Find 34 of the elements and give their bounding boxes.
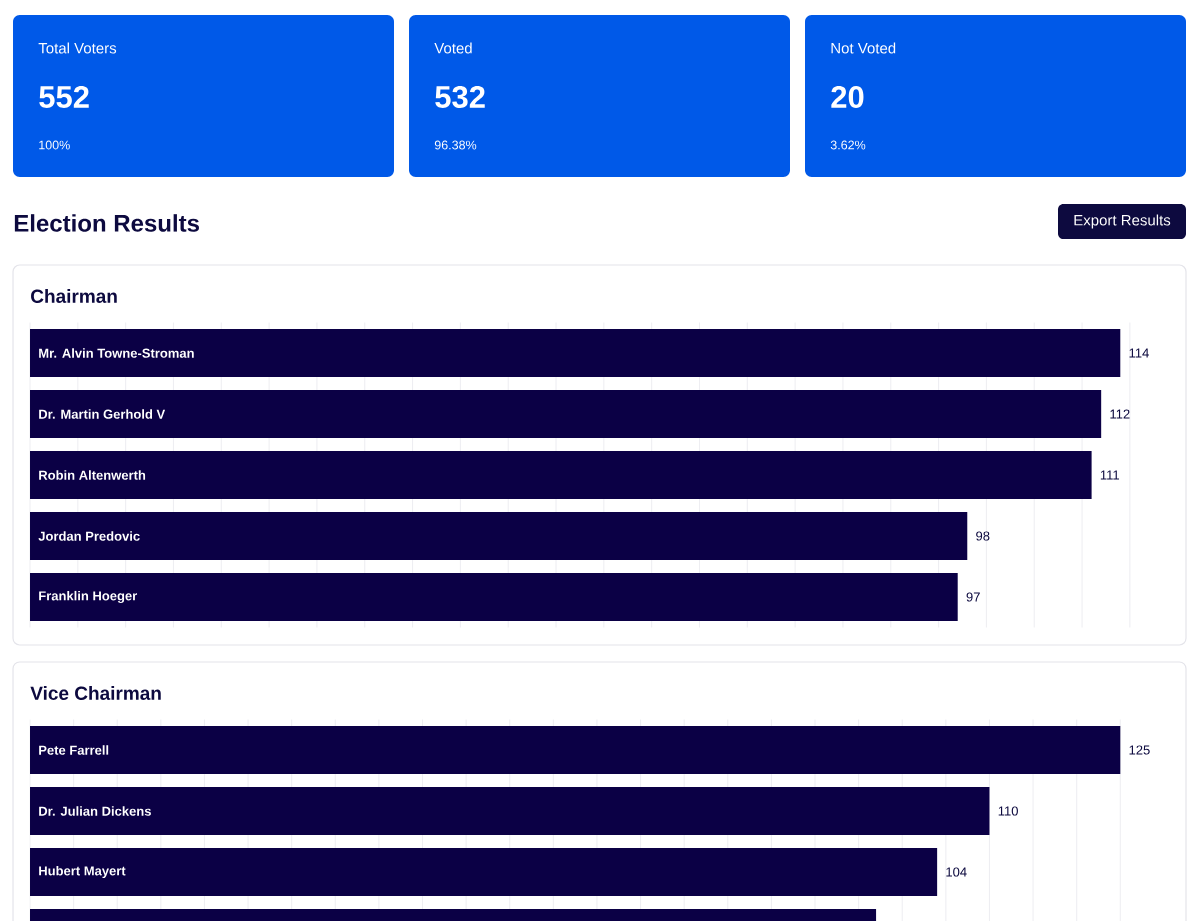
bar	[30, 512, 968, 560]
text: Export Results	[1074, 214, 1171, 229]
category-label: Dr. Martin Gerhold V	[39, 409, 166, 419]
chart-title: Chairman	[31, 289, 117, 303]
bar	[30, 573, 958, 621]
bar	[30, 329, 1121, 378]
text: 96.38%	[434, 140, 477, 150]
text: 552	[39, 86, 89, 108]
data-label: 125	[1129, 745, 1150, 755]
bar	[30, 451, 1092, 500]
data-label: 114	[1129, 348, 1149, 358]
category-label: Mr. Alvin Towne-Stroman	[39, 348, 194, 358]
category-label: Robin Altenwerth	[39, 470, 146, 480]
data-label: 104	[946, 867, 967, 877]
category-label: Franklin Hoeger	[39, 590, 138, 604]
text: 3.62%	[830, 140, 866, 150]
text: 20	[831, 86, 864, 108]
category-label: Jordan Predovic	[38, 531, 140, 541]
text: 100%	[39, 140, 70, 150]
category-label: Dr. Julian Dickens	[39, 806, 151, 816]
text: Voted	[434, 42, 472, 54]
chart-title: Vice Chairman	[30, 686, 161, 700]
data-label: 98	[976, 531, 990, 541]
text: 532	[435, 86, 485, 109]
bar	[30, 390, 1102, 439]
text: Not Voted	[831, 42, 896, 54]
category-label: Pete Farrell	[39, 745, 109, 755]
text: Total Voters	[38, 42, 117, 54]
text: Election Results	[14, 214, 199, 232]
data-label: 112	[1110, 409, 1130, 419]
data-label: 111	[1100, 470, 1120, 480]
data-label: 97	[966, 592, 980, 602]
category-label: Hubert Mayert	[39, 865, 126, 879]
data-label: 110	[998, 806, 1018, 816]
